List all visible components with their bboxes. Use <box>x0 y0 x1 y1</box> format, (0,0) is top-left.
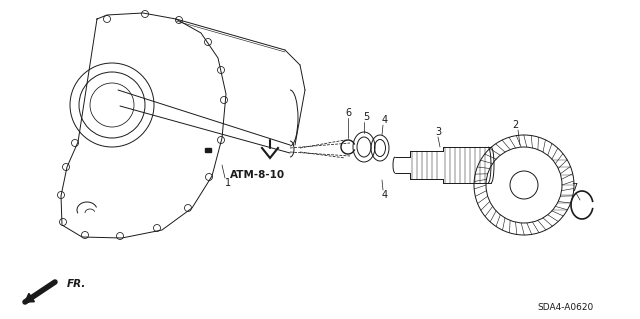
Text: 3: 3 <box>435 127 441 137</box>
Text: 6: 6 <box>345 108 351 118</box>
Text: 2: 2 <box>512 120 518 130</box>
Text: 7: 7 <box>571 183 577 193</box>
Text: 4: 4 <box>382 115 388 125</box>
Text: FR.: FR. <box>67 279 86 289</box>
Text: SDA4-A0620: SDA4-A0620 <box>537 303 593 313</box>
Text: 4: 4 <box>382 190 388 200</box>
Text: ATM-8-10: ATM-8-10 <box>230 170 285 180</box>
Bar <box>205 148 211 152</box>
Text: 5: 5 <box>363 112 369 122</box>
Polygon shape <box>25 293 35 302</box>
Text: 1: 1 <box>225 178 231 188</box>
